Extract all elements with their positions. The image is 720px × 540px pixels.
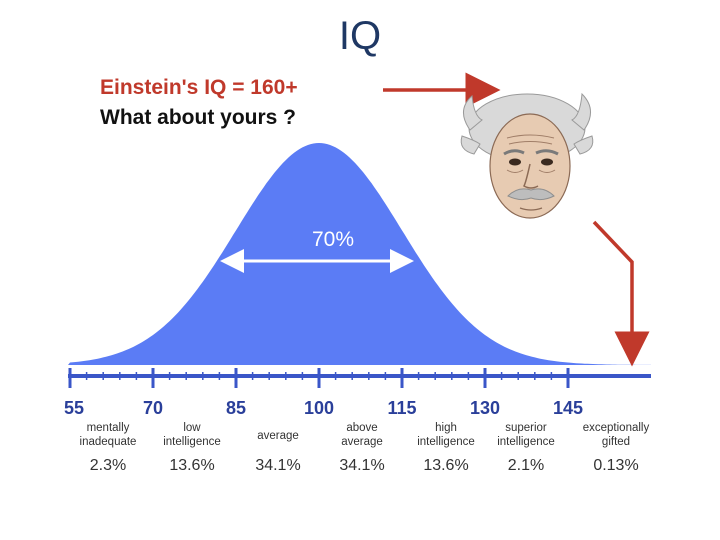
category-2: average 34.1%: [255, 430, 300, 474]
slide-title: IQ: [338, 14, 382, 58]
category-label-line2: average: [341, 436, 383, 448]
category-label-line1: exceptionally: [583, 422, 650, 434]
category-percent: 34.1%: [255, 457, 300, 474]
einstein-portrait: [460, 92, 594, 219]
category-label-line2: inadequate: [80, 436, 137, 448]
category-percent: 2.1%: [508, 457, 544, 474]
category-label-line2: gifted: [602, 436, 630, 448]
tick-label-55: 55: [64, 398, 84, 418]
category-percent: 13.6%: [169, 457, 214, 474]
category-label-line1: above: [346, 422, 377, 434]
seventy-percent-label: 70%: [312, 228, 354, 251]
category-percent: 0.13%: [593, 457, 638, 474]
tick-label-100: 100: [304, 398, 334, 418]
category-percent: 34.1%: [339, 457, 384, 474]
category-percent: 2.3%: [90, 457, 126, 474]
tick-label-130: 130: [470, 398, 500, 418]
what-about-yours-headline: What about yours ?: [100, 106, 296, 129]
category-label-line1: low: [183, 422, 201, 434]
category-3: above average 34.1%: [339, 422, 384, 474]
category-percent: 13.6%: [423, 457, 468, 474]
category-label-line2: intelligence: [417, 436, 475, 448]
category-label-line2: intelligence: [163, 436, 221, 448]
category-label-line1: mentally: [87, 422, 130, 434]
category-0: mentally inadequate 2.3%: [80, 422, 137, 474]
category-1: low intelligence 13.6%: [163, 422, 221, 474]
category-5: superior intelligence 2.1%: [497, 422, 555, 474]
category-4: high intelligence 13.6%: [417, 422, 475, 474]
tick-label-85: 85: [226, 398, 246, 418]
category-label-line1: superior: [505, 422, 547, 434]
tick-label-70: 70: [143, 398, 163, 418]
category-label-line2: intelligence: [497, 436, 555, 448]
category-label-line1: average: [257, 430, 299, 442]
tick-label-115: 115: [387, 398, 416, 418]
einstein-to-axis-arrow: [592, 220, 650, 367]
tick-label-145: 145: [553, 398, 583, 418]
category-label-line1: high: [435, 422, 457, 434]
category-6: exceptionally gifted 0.13%: [583, 422, 650, 474]
einstein-iq-headline: Einstein's IQ = 160+: [100, 76, 298, 99]
